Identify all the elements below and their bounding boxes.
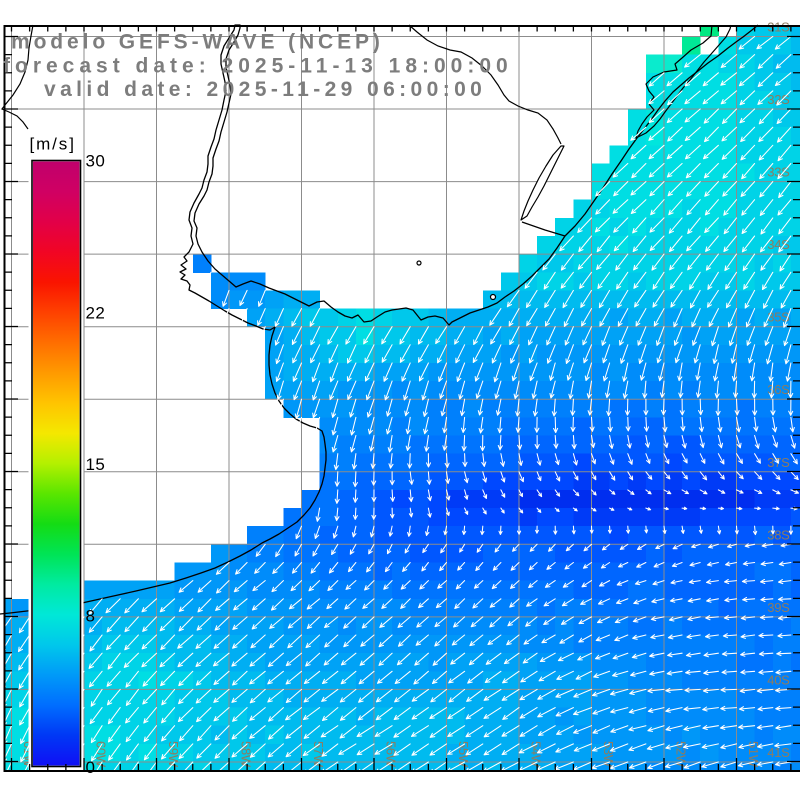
- svg-text:53W: 53W: [601, 741, 616, 768]
- svg-text:41S: 41S: [767, 745, 790, 760]
- svg-text:[m/s]: [m/s]: [30, 135, 76, 154]
- svg-text:15: 15: [86, 455, 106, 474]
- svg-text:55W: 55W: [456, 741, 471, 768]
- svg-text:0: 0: [86, 758, 96, 777]
- svg-text:22: 22: [86, 303, 106, 322]
- svg-text:35S: 35S: [767, 310, 790, 325]
- svg-text:30: 30: [86, 152, 106, 171]
- svg-text:56W: 56W: [384, 741, 399, 768]
- svg-text:34S: 34S: [767, 237, 790, 252]
- svg-text:51W: 51W: [746, 741, 761, 768]
- svg-text:forecast date: 2025-11-13 18:0: forecast date: 2025-11-13 18:00:00: [3, 54, 513, 77]
- svg-text:54W: 54W: [529, 741, 544, 768]
- svg-text:modelo GEFS-WAVE (NCEP): modelo GEFS-WAVE (NCEP): [11, 31, 384, 54]
- svg-text:33S: 33S: [767, 165, 790, 180]
- svg-text:60W: 60W: [94, 741, 109, 768]
- svg-text:8: 8: [86, 607, 96, 626]
- svg-text:36S: 36S: [767, 382, 790, 397]
- svg-text:40S: 40S: [767, 672, 790, 687]
- svg-text:valid date: 2025-11-29 06:00:0: valid date: 2025-11-29 06:00:00: [44, 78, 486, 101]
- svg-text:39S: 39S: [767, 600, 790, 615]
- svg-text:32S: 32S: [767, 92, 790, 107]
- svg-text:38S: 38S: [767, 527, 790, 542]
- svg-text:59W: 59W: [166, 741, 181, 768]
